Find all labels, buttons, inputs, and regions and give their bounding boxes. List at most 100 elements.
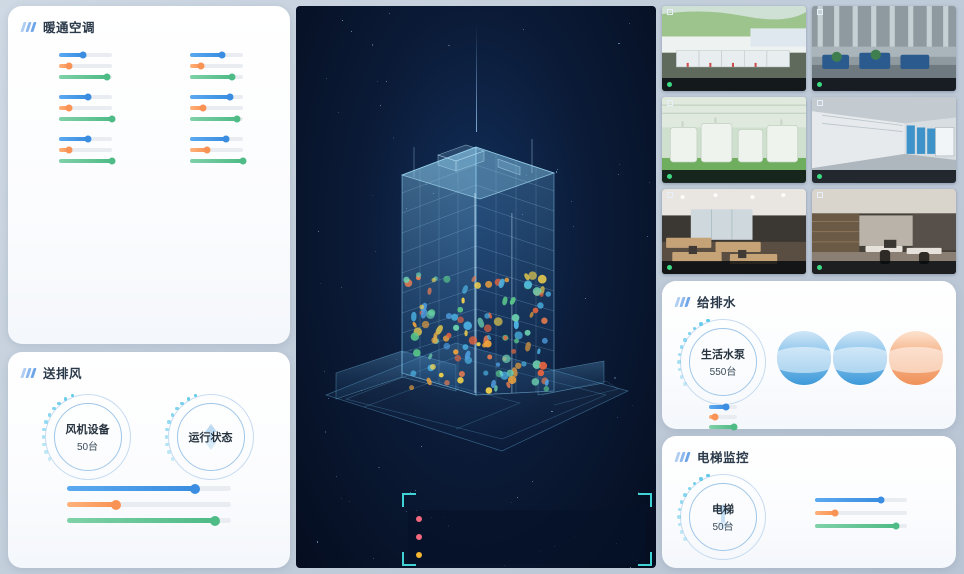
metric-slider-track[interactable] (190, 137, 243, 141)
slider-knob (65, 147, 72, 154)
metric-slider-track[interactable] (190, 106, 243, 110)
camera-tile[interactable] (812, 6, 956, 91)
metric-slider-track[interactable] (67, 502, 231, 507)
metric-row[interactable] (24, 64, 145, 68)
metric-slider-track[interactable] (815, 524, 907, 528)
slider-knob (218, 52, 225, 59)
metric-slider-track[interactable] (190, 95, 243, 99)
hvac-group (24, 48, 145, 86)
fault-point-cell (579, 510, 646, 528)
metric-slider-track[interactable] (190, 159, 243, 163)
metric-row[interactable] (780, 511, 940, 515)
metric-row[interactable] (155, 106, 276, 110)
metric-row[interactable] (24, 137, 145, 141)
metric-slider-track[interactable] (815, 511, 907, 515)
metric-row[interactable] (28, 502, 268, 507)
metric-row[interactable] (24, 159, 145, 163)
water-wave-icon (777, 347, 831, 373)
camera-id-overlay (667, 192, 676, 198)
metric-slider-track[interactable] (59, 137, 112, 141)
tank-level-ball (889, 331, 943, 385)
metric-slider-track[interactable] (709, 405, 737, 409)
online-led-icon (817, 82, 822, 87)
water-tank[interactable] (888, 331, 944, 390)
metric-row[interactable] (24, 53, 145, 57)
metric-slider-track[interactable] (67, 486, 231, 491)
metric-slider-track[interactable] (190, 53, 243, 57)
camera-id-overlay (817, 100, 826, 106)
metric-row[interactable] (676, 415, 770, 419)
metric-slider-track[interactable] (59, 53, 112, 57)
slider-knob (240, 158, 247, 165)
table-row[interactable] (408, 510, 646, 528)
metric-slider-track[interactable] (67, 518, 231, 523)
metric-row[interactable] (155, 53, 276, 57)
metric-slider-track[interactable] (190, 75, 243, 79)
online-led-icon (667, 82, 672, 87)
metric-row[interactable] (780, 498, 940, 502)
water-wave-icon (889, 347, 943, 373)
metric-row[interactable] (155, 148, 276, 152)
metric-slider-track[interactable] (190, 148, 243, 152)
hvac-group-grid (8, 40, 290, 176)
table-row[interactable] (408, 528, 646, 546)
building-3d-view[interactable] (296, 6, 656, 568)
camera-status-bar (812, 78, 956, 91)
online-led-icon (817, 174, 822, 179)
metric-row[interactable] (676, 405, 770, 409)
metric-row[interactable] (28, 486, 268, 491)
metric-slider-track[interactable] (59, 64, 112, 68)
metric-row[interactable] (676, 425, 770, 429)
vent-title-text: 送排风 (43, 363, 82, 382)
metric-slider-track[interactable] (59, 75, 112, 79)
metric-slider-track[interactable] (59, 95, 112, 99)
tank-level-ball (833, 331, 887, 385)
metric-row[interactable] (155, 64, 276, 68)
metric-slider-track[interactable] (815, 498, 907, 502)
tank-level-ball (777, 331, 831, 385)
metric-row[interactable] (24, 117, 145, 121)
camera-box-icon (817, 100, 823, 106)
metric-row[interactable] (28, 518, 268, 523)
fault-type-cell (408, 546, 472, 564)
metric-slider-track[interactable] (190, 64, 243, 68)
camera-box-icon (667, 9, 673, 15)
dashboard-root: 暖通空调 送排风 风机设备 50台 运行状态 (0, 0, 964, 574)
metric-row[interactable] (780, 524, 940, 528)
camera-tile[interactable] (662, 97, 806, 182)
camera-tile[interactable] (812, 189, 956, 274)
metric-row[interactable] (155, 117, 276, 121)
metric-row[interactable] (24, 75, 145, 79)
online-led-icon (667, 174, 672, 179)
camera-tile[interactable] (662, 6, 806, 91)
fault-table-body (408, 510, 646, 564)
slider-knob (730, 424, 737, 431)
metric-row[interactable] (24, 106, 145, 110)
metric-row[interactable] (155, 95, 276, 99)
camera-status-bar (812, 170, 956, 183)
slider-knob (222, 136, 229, 143)
metric-slider-track[interactable] (190, 117, 243, 121)
camera-tile[interactable] (812, 97, 956, 182)
metric-row[interactable] (24, 148, 145, 152)
metric-slider-track[interactable] (709, 425, 737, 429)
metric-slider-track[interactable] (709, 415, 737, 419)
metric-slider-track[interactable] (59, 159, 112, 163)
vent-metric-rows (8, 482, 290, 544)
fault-table[interactable] (408, 497, 646, 564)
metric-row[interactable] (24, 95, 145, 99)
table-row[interactable] (408, 546, 646, 564)
slider-knob (204, 147, 211, 154)
metric-slider-track[interactable] (59, 106, 112, 110)
metric-slider-track[interactable] (59, 117, 112, 121)
metric-slider-track[interactable] (59, 148, 112, 152)
slider-knob (85, 94, 92, 101)
metric-row[interactable] (155, 137, 276, 141)
metric-row[interactable] (155, 159, 276, 163)
metric-row[interactable] (155, 75, 276, 79)
water-tank[interactable] (832, 331, 888, 390)
camera-tile[interactable] (662, 189, 806, 274)
water-tank[interactable] (776, 331, 832, 390)
slider-knob (197, 63, 204, 70)
building-3d-model[interactable] (306, 43, 646, 463)
